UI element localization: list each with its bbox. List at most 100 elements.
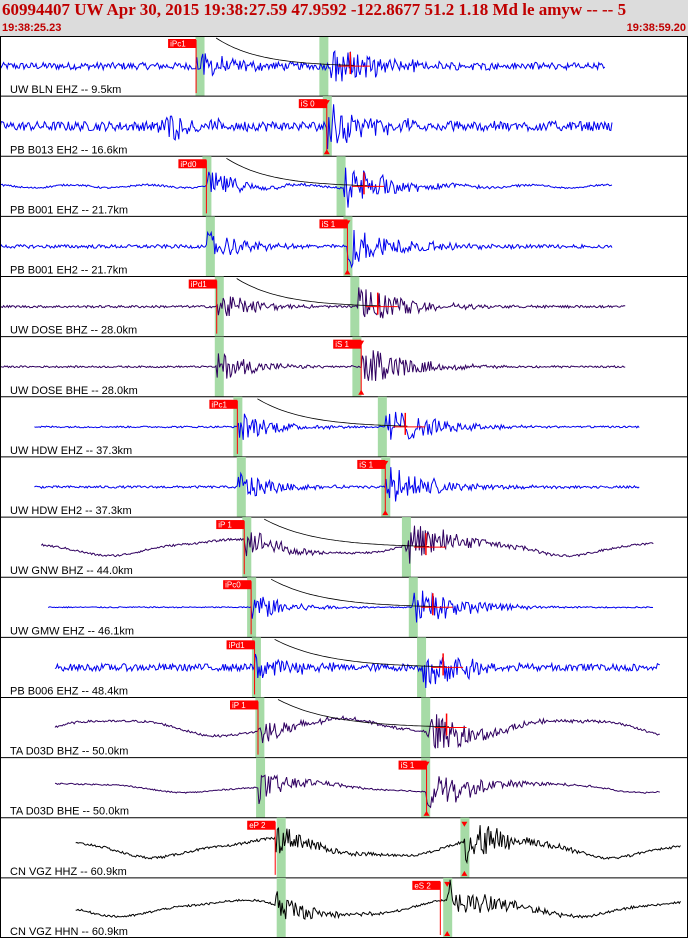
waveform-line bbox=[75, 879, 681, 921]
waveform-line bbox=[34, 411, 640, 440]
trace-panel: iP 1 UW GNW BHZ -- 44.0km bbox=[0, 517, 688, 578]
pick-marker-top bbox=[323, 100, 330, 106]
pick-flag bbox=[298, 99, 327, 109]
pick-label: iP 1 bbox=[218, 521, 232, 530]
pick-flag bbox=[247, 820, 276, 830]
pick-marker-top bbox=[444, 881, 451, 887]
event-title: 60994407 UW Apr 30, 2015 19:38:27.59 47.… bbox=[2, 0, 627, 19]
pick-label: iS 1 bbox=[335, 340, 349, 349]
coda-curve bbox=[274, 638, 446, 668]
trace-panel: iPd1 UW DOSE BHZ -- 28.0km bbox=[0, 276, 688, 338]
pick-label: iS 1 bbox=[359, 460, 373, 469]
pick-flag bbox=[223, 580, 252, 590]
trace-label: PB B001 EH2 -- 21.7km bbox=[10, 265, 127, 277]
pick-label: eS 2 bbox=[414, 881, 431, 890]
pick-label: eP 2 bbox=[249, 821, 266, 830]
pick-label: iPc0 bbox=[225, 581, 241, 590]
trace-panel: iS 1 UW HDW EH2 -- 37.3km bbox=[0, 456, 688, 518]
waveform-line bbox=[0, 50, 606, 82]
trace-label: UW BLN EHZ -- 9.5km bbox=[10, 84, 121, 96]
start-time: 19:38:25.23 bbox=[2, 22, 62, 34]
trace-label: CN VGZ HHN -- 60.9km bbox=[10, 926, 128, 938]
analysis-window bbox=[214, 276, 224, 337]
analysis-window bbox=[251, 637, 261, 698]
waveform-line bbox=[40, 525, 654, 564]
analysis-window bbox=[236, 456, 246, 518]
waveform-line bbox=[0, 350, 626, 382]
coda-curve bbox=[236, 278, 381, 307]
coda-curve bbox=[215, 37, 355, 66]
trace-panel: iPc1 UW HDW EHZ -- 37.3km bbox=[0, 396, 688, 458]
pick-flag bbox=[168, 39, 197, 48]
trace-panel: iS 1 TA D03D BHE -- 50.0km bbox=[0, 757, 688, 819]
trace-label: UW HDW EHZ -- 37.3km bbox=[10, 445, 132, 457]
pick-label: iS 1 bbox=[321, 220, 335, 229]
trace-label: PB B013 EH2 -- 16.6km bbox=[10, 144, 127, 156]
pick-flag bbox=[226, 640, 255, 650]
trace-label: UW DOSE BHZ -- 28.0km bbox=[10, 325, 137, 337]
trace-label: UW DOSE BHE -- 28.0km bbox=[10, 385, 138, 397]
pick-marker-bottom bbox=[382, 510, 389, 516]
pick-flag bbox=[209, 399, 238, 409]
trace-panel: iPd0 PB B001 EHZ -- 21.7km bbox=[0, 156, 688, 217]
trace-panel: eP 2 CN VGZ HHZ -- 60.9km bbox=[0, 817, 688, 879]
pick-flag bbox=[178, 159, 207, 169]
pick-flag bbox=[412, 880, 441, 890]
pick-flag bbox=[230, 700, 258, 710]
trace-panel: iS 0 PB B013 EH2 -- 16.6km bbox=[0, 96, 688, 157]
pick-label: iPc1 bbox=[170, 40, 186, 49]
pick-label: iS 1 bbox=[401, 761, 415, 770]
coda-curve bbox=[257, 398, 408, 427]
trace-panel: iS 1 PB B001 EH2 -- 21.7km bbox=[0, 216, 688, 278]
trace-label: UW HDW EH2 -- 37.3km bbox=[10, 505, 132, 517]
waveform-line bbox=[75, 825, 681, 865]
waveform-line bbox=[0, 167, 613, 208]
pick-label: iPd1 bbox=[191, 280, 208, 289]
waveform-line bbox=[0, 104, 613, 150]
trace-label: UW GNW BHZ -- 44.0km bbox=[10, 565, 133, 577]
waveform-line bbox=[54, 774, 660, 809]
pick-marker-bottom bbox=[358, 389, 365, 395]
waveform-line bbox=[0, 229, 613, 269]
analysis-window bbox=[401, 517, 411, 578]
trace-label: UW GMW EHZ -- 46.1km bbox=[10, 625, 134, 637]
seismogram-plot[interactable]: iPc1 UW BLN EHZ -- 9.5km iS 0 PB B013 EH2 -… bbox=[0, 36, 688, 938]
pick-marker-top bbox=[461, 821, 468, 827]
analysis-window bbox=[408, 577, 418, 638]
analysis-window bbox=[255, 697, 265, 758]
pick-flag bbox=[319, 219, 348, 229]
pick-flag bbox=[333, 339, 362, 349]
coda-curve bbox=[264, 518, 430, 547]
waveform-line bbox=[0, 287, 626, 319]
trace-panel: iPc0 UW GMW EHZ -- 46.1km bbox=[0, 577, 688, 638]
coda-curve bbox=[270, 578, 437, 607]
analysis-window bbox=[205, 216, 215, 277]
trace-label: CN VGZ HHZ -- 60.9km bbox=[10, 866, 127, 878]
pick-flag bbox=[188, 279, 217, 289]
trace-panel: iS 1 UW DOSE BHE -- 28.0km bbox=[0, 336, 688, 398]
pick-marker-top bbox=[344, 220, 351, 226]
waveform-line bbox=[54, 714, 660, 749]
pick-marker-top bbox=[423, 761, 430, 767]
trace-label: TA D03D BHZ -- 50.0km bbox=[10, 746, 128, 758]
trace-panel: iPd1 PB B006 EHZ -- 48.4km bbox=[0, 637, 688, 698]
analysis-window bbox=[336, 156, 346, 217]
header-bar: 60994407 UW Apr 30, 2015 19:38:27.59 47.… bbox=[0, 0, 688, 36]
trace-label: PB B006 EHZ -- 48.4km bbox=[10, 685, 128, 697]
pick-marker-bottom bbox=[444, 931, 451, 936]
pick-marker-bottom bbox=[461, 870, 468, 876]
waveform-line bbox=[47, 590, 654, 623]
pick-label: iPd0 bbox=[180, 160, 197, 169]
pick-marker-bottom bbox=[344, 269, 351, 275]
pick-marker-bottom bbox=[323, 149, 330, 155]
trace-panel: iP 1 TA D03D BHZ -- 50.0km bbox=[0, 697, 688, 759]
trace-label: PB B001 EHZ -- 21.7km bbox=[10, 204, 128, 216]
analysis-window bbox=[421, 757, 431, 818]
trace-panel: iPc1 UW BLN EHZ -- 9.5km bbox=[0, 36, 688, 97]
trace-label: TA D03D BHE -- 50.0km bbox=[10, 806, 129, 818]
pick-flag bbox=[216, 520, 245, 530]
pick-label: iPd1 bbox=[229, 641, 246, 650]
pick-marker-top bbox=[382, 460, 389, 466]
coda-curve bbox=[226, 157, 368, 186]
pick-flag bbox=[398, 760, 427, 770]
